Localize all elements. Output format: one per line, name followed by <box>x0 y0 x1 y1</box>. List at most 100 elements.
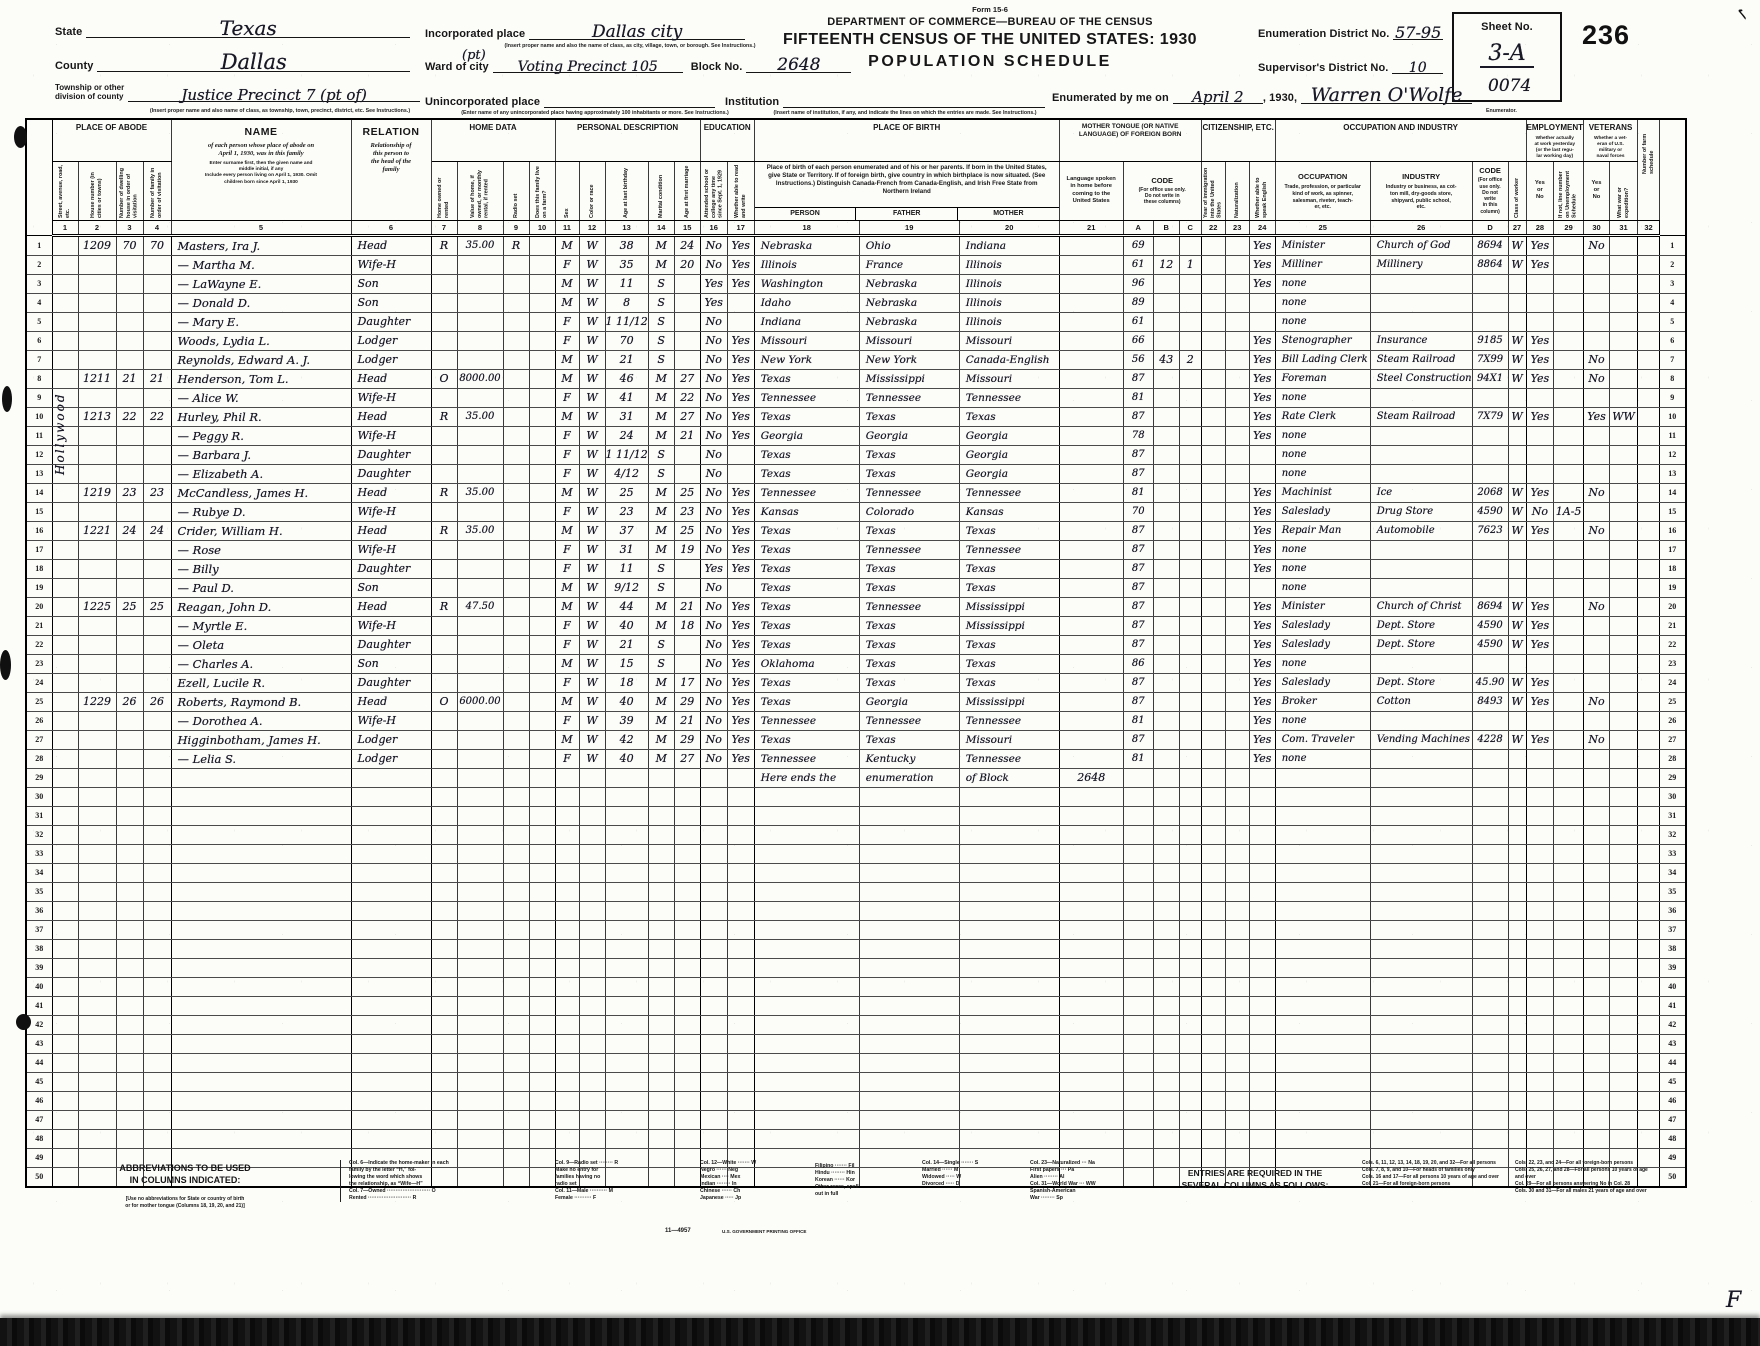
cell-english <box>1249 996 1276 1016</box>
cell-value <box>457 996 504 1016</box>
cell-pob_mother <box>959 996 1060 1016</box>
cell-color: W <box>579 312 606 332</box>
cell-read_write: Yes <box>727 502 755 522</box>
cell-value <box>457 635 504 655</box>
cell-radio <box>503 1129 530 1149</box>
cell-value <box>457 1015 504 1035</box>
cell-read_write: Yes <box>727 635 755 655</box>
column-header-label: Year of immigration into the United Stat… <box>1203 167 1223 218</box>
cell-war <box>1609 863 1638 883</box>
cell-veteran <box>1583 749 1610 769</box>
cell-language <box>1059 654 1124 674</box>
cell-age_married <box>674 445 701 465</box>
cell-age <box>605 768 649 788</box>
cell-school: No <box>700 350 728 370</box>
cell-owned <box>431 825 458 845</box>
cell-radio <box>503 958 530 978</box>
cell-farm_sched <box>1637 1053 1660 1073</box>
cell-owned <box>431 445 458 465</box>
cell-farm_sched <box>1637 806 1660 826</box>
cell-age_married <box>674 844 701 864</box>
cell-english <box>1249 939 1276 959</box>
cell-class: W <box>1508 616 1527 636</box>
cell-language <box>1059 312 1124 332</box>
cell-immigration <box>1201 540 1226 560</box>
enumerated-date-rule: April 2 <box>1172 88 1263 106</box>
column-number: 18 <box>754 220 860 237</box>
cell-language <box>1059 1053 1124 1073</box>
cell-occupation <box>1275 1091 1371 1111</box>
cell-read_write <box>727 901 755 921</box>
cell-occupation <box>1275 920 1371 940</box>
cell-sex <box>555 1034 580 1054</box>
cell-industry <box>1370 464 1473 484</box>
cell-age_married: 21 <box>674 597 701 617</box>
cell-codeC <box>1179 1148 1202 1168</box>
cell-pob <box>754 806 860 826</box>
cell-immigration <box>1201 350 1226 370</box>
cell-age: 35 <box>605 255 649 275</box>
cell-value <box>457 768 504 788</box>
cell-language <box>1059 1072 1124 1092</box>
table-row: 42 42 <box>26 1015 1686 1035</box>
cell-color <box>579 844 606 864</box>
column-header-label: Sex <box>563 207 570 218</box>
cell-pob <box>754 1091 860 1111</box>
supervisor-rule: 10 <box>1392 60 1443 76</box>
cell-unemp_line <box>1553 616 1584 636</box>
cell-read_write <box>727 293 755 313</box>
column-header: Whether able to speak English <box>1249 161 1276 221</box>
cell-codeB <box>1153 673 1180 693</box>
cell-codeD: 4590 <box>1472 502 1509 522</box>
cell-family <box>143 559 172 579</box>
cell-street <box>52 312 79 332</box>
cell-naturalization <box>1225 369 1250 389</box>
cell-marital <box>648 1015 675 1035</box>
cell-radio <box>503 901 530 921</box>
cell-radio <box>503 388 530 408</box>
block-value-handwritten: 2648 <box>777 55 821 75</box>
cell-immigration <box>1201 787 1226 807</box>
cell-color: W <box>579 692 606 712</box>
row-number-right: 29 <box>1659 768 1686 788</box>
column-number: 5 <box>171 220 352 237</box>
cell-school <box>700 958 728 978</box>
cell-immigration <box>1201 255 1226 275</box>
cell-farm <box>529 255 556 275</box>
cell-house <box>78 673 117 693</box>
cell-at_work: Yes <box>1526 673 1555 693</box>
cell-age: 44 <box>605 597 649 617</box>
cell-age_married <box>674 1015 701 1035</box>
cell-relation: Son <box>351 274 432 294</box>
cell-age: 40 <box>605 616 649 636</box>
cell-industry: Drug Store <box>1370 502 1473 522</box>
cell-value <box>457 464 504 484</box>
cell-war <box>1609 388 1638 408</box>
cell-pob_father: Tennessee <box>859 597 960 617</box>
cell-pob: Texas <box>754 521 860 541</box>
cell-age_married: 21 <box>674 426 701 446</box>
cell-veteran: No <box>1583 730 1610 750</box>
cell-class: W <box>1508 730 1527 750</box>
cell-language <box>1059 540 1124 560</box>
cell-house <box>78 635 117 655</box>
cell-marital: M <box>648 426 675 446</box>
cell-farm_sched <box>1637 1034 1660 1054</box>
cell-farm <box>529 768 556 788</box>
cell-house <box>78 388 117 408</box>
cell-class <box>1508 1053 1527 1073</box>
cell-read_write <box>727 1072 755 1092</box>
row-number-left: 24 <box>26 673 53 693</box>
cell-value <box>457 977 504 997</box>
cell-class <box>1508 768 1527 788</box>
cell-war <box>1609 502 1638 522</box>
cell-pob <box>754 825 860 845</box>
cell-pob_mother: Texas <box>959 559 1060 579</box>
cell-marital <box>648 768 675 788</box>
cell-dwelling <box>116 312 144 332</box>
ward-field: Ward of city Voting Precinct 105 Block N… <box>425 55 855 75</box>
cell-codeD: 4228 <box>1472 730 1509 750</box>
cell-dwelling <box>116 1167 144 1188</box>
cell-marital: M <box>648 388 675 408</box>
cell-at_work <box>1526 464 1555 484</box>
